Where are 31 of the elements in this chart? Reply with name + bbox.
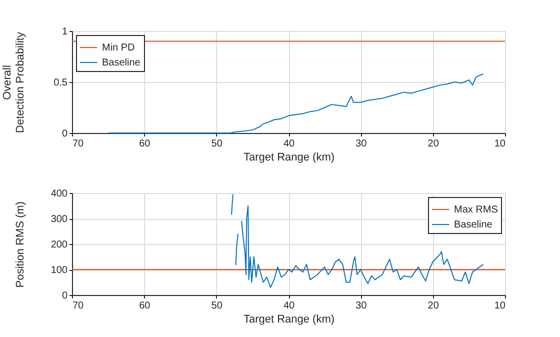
y-tick-label: 0 bbox=[62, 128, 68, 140]
line-series bbox=[108, 73, 484, 134]
y-tick-label: 300 bbox=[50, 214, 68, 225]
x-axis-title: Target Range (km) bbox=[243, 152, 335, 164]
legend-label: Min PD bbox=[102, 42, 135, 54]
x-tick-label: 20 bbox=[428, 138, 440, 150]
x-tick-label: 40 bbox=[283, 300, 295, 312]
legend-label: Baseline bbox=[102, 58, 141, 68]
x-tick-label: 60 bbox=[139, 138, 151, 150]
legend-label: Baseline bbox=[454, 220, 493, 230]
x-tick-label: 70 bbox=[72, 138, 84, 150]
x-tick-label: 50 bbox=[211, 300, 223, 312]
x-tick-label: 50 bbox=[211, 138, 223, 150]
y-axis-title: Position RMS (m) bbox=[14, 201, 26, 288]
legend-label: Max RMS bbox=[454, 204, 498, 216]
y-tick-label: 100 bbox=[50, 265, 68, 276]
x-tick-label: 30 bbox=[356, 138, 368, 150]
x-axis-title: Target Range (km) bbox=[243, 314, 335, 326]
y-tick-label: 0 bbox=[62, 290, 68, 302]
x-tick-label: 60 bbox=[139, 300, 151, 312]
x-tick-label: 30 bbox=[356, 300, 368, 312]
y-tick-label: 200 bbox=[50, 240, 68, 250]
y-tick-label: 400 bbox=[50, 188, 68, 200]
y-tick-label: 1 bbox=[62, 26, 68, 38]
x-tick-label: 40 bbox=[283, 138, 295, 150]
x-tick-label: 70 bbox=[72, 300, 84, 312]
y-axis-title: Overall Detection Probability bbox=[2, 32, 26, 133]
x-tick-label: 20 bbox=[428, 300, 440, 312]
x-tick-label: 10 bbox=[494, 300, 506, 312]
x-tick-label: 10 bbox=[494, 138, 506, 150]
y-tick-label: 0.5 bbox=[54, 78, 68, 88]
